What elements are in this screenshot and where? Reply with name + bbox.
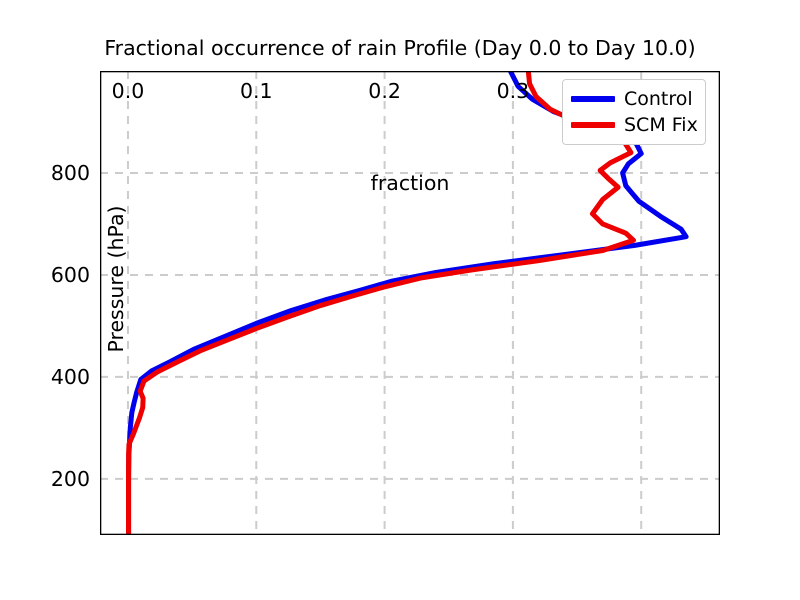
- y-axis-label: Pressure (hPa): [104, 205, 128, 353]
- series-line-scm-fix: [125, 71, 637, 535]
- x-tick-label: 0.1: [239, 79, 273, 103]
- legend-entry: Control: [571, 86, 697, 112]
- axes-frame: [100, 71, 720, 535]
- y-tick-label: 600: [50, 262, 90, 287]
- chart-title: Fractional occurrence of rain Profile (D…: [104, 36, 696, 60]
- x-axis-label: fraction: [370, 171, 450, 195]
- y-tick-label: 400: [50, 364, 90, 389]
- legend-label: SCM Fix: [624, 114, 698, 136]
- plot-area: Pressure (hPa) fraction 0.00.10.20.30.4 …: [51, 71, 720, 535]
- legend-color-swatch: [571, 122, 615, 128]
- y-tick-label: 200: [50, 466, 90, 491]
- grid-lines: [100, 71, 720, 535]
- x-tick-label: 0.3: [496, 79, 530, 103]
- legend-label: Control: [624, 88, 693, 110]
- chart-legend: Control SCM Fix: [562, 79, 706, 145]
- y-tick-label: 800: [50, 160, 90, 185]
- legend-entry: SCM Fix: [571, 112, 698, 138]
- legend-color-swatch: [571, 96, 615, 102]
- x-tick-label: 0.2: [368, 79, 401, 103]
- x-tick-label: 0.0: [111, 79, 145, 103]
